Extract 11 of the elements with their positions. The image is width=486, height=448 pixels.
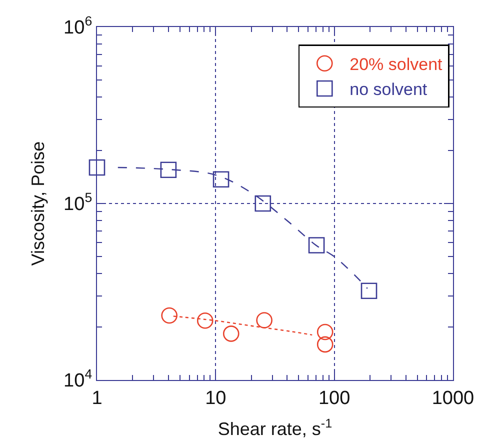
x-tick-label: 100	[318, 388, 350, 409]
x-tick-label: 1000	[432, 388, 474, 409]
x-tick-label: 1	[92, 388, 102, 409]
x-axis-title: Shear rate, s$^{-1}$	[218, 416, 332, 439]
y-tick-label: 10$^{5}$	[64, 190, 92, 216]
y-tick-label: 10$^{4}$	[64, 366, 92, 392]
legend-label: 20% solvent	[350, 55, 443, 74]
y-axis-title: Viscosity, Poise	[28, 141, 48, 266]
x-tick-label: 10	[205, 388, 226, 409]
y-tick-label: 10$^{6}$	[64, 14, 92, 39]
legend-label: no solvent	[350, 80, 428, 100]
